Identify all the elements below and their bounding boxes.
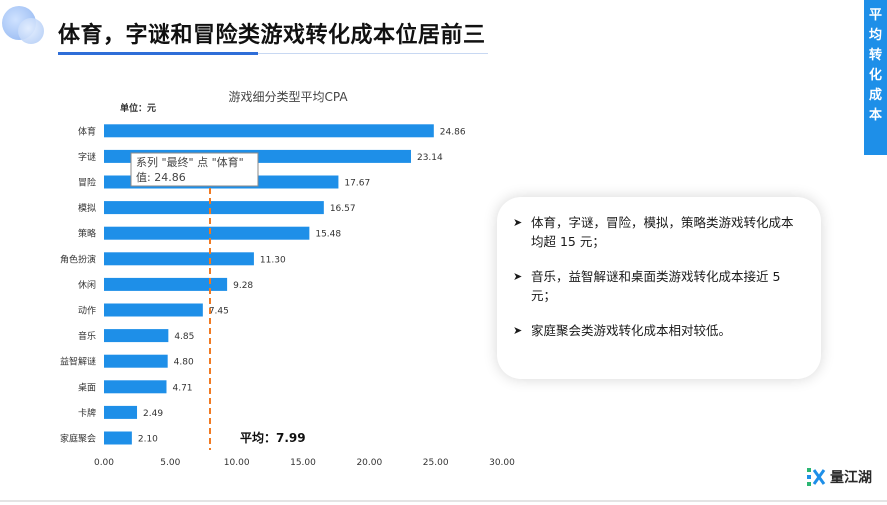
bar <box>104 380 167 394</box>
bar <box>104 252 254 266</box>
value-label: 16.57 <box>330 204 356 214</box>
insights-list: ➤ 体育，字谜，冒险，模拟，策略类游戏转化成本均超 15 元； ➤ 音乐，益智解谜和… <box>497 197 821 340</box>
arrow-bullet-icon: ➤ <box>513 324 523 337</box>
bar <box>104 354 168 368</box>
x-tick-label: 20.00 <box>356 458 382 468</box>
insight-text: 家庭聚会类游戏转化成本相对较低。 <box>531 323 732 338</box>
ribbon-char: 平 <box>868 8 882 23</box>
decorative-bubbles <box>0 0 60 50</box>
value-label: 2.10 <box>138 435 158 445</box>
insight-item: ➤ 体育，字谜，冒险，模拟，策略类游戏转化成本均超 15 元； <box>513 213 797 251</box>
bubble-small <box>18 18 44 44</box>
category-label: 休闲 <box>78 279 96 291</box>
tooltip-line-1: 系列 "最终" 点 "体育" <box>136 155 244 169</box>
labels-layer: 体育 24.86 字谜 23.14 冒险 17.67 模拟 16.57 策略 15.48 角色扮演 1… <box>60 125 466 444</box>
title-underline-thin <box>258 53 488 54</box>
x-tick-label: 10.00 <box>224 458 250 468</box>
tooltip-line-2: 值: 24.86 <box>136 171 186 184</box>
insight-item: ➤ 音乐，益智解谜和桌面类游戏转化成本接近 5 元； <box>513 267 797 305</box>
x-tick-label: 15.00 <box>290 458 316 468</box>
bar <box>104 431 132 445</box>
unit-label: 单位：元 <box>120 102 156 114</box>
bar <box>104 329 169 343</box>
category-label: 音乐 <box>78 330 96 342</box>
category-label: 策略 <box>78 228 96 240</box>
value-label: 9.28 <box>233 281 253 291</box>
brand-logo: 量江湖 <box>806 465 872 489</box>
category-label: 模拟 <box>78 202 96 214</box>
x-tick-label: 5.00 <box>160 458 180 468</box>
bar <box>104 303 203 317</box>
bar <box>104 226 310 240</box>
side-ribbon <box>864 0 887 155</box>
category-label: 卡牌 <box>78 407 96 419</box>
ribbon-char: 本 <box>868 108 882 123</box>
value-label: 11.30 <box>260 255 286 265</box>
arrow-bullet-icon: ➤ <box>513 270 523 283</box>
bar <box>104 277 228 291</box>
value-label: 4.85 <box>174 332 194 342</box>
value-label: 24.86 <box>440 127 466 137</box>
category-label: 家庭聚会 <box>60 433 96 445</box>
value-label: 17.67 <box>344 179 370 189</box>
ribbon-char: 转 <box>868 48 882 63</box>
cpa-bar-chart: 游戏细分类型平均CPA 单位：元 体育 24.86 字谜 23.14 冒险 17.67 模拟… <box>60 90 515 468</box>
ribbon-char: 化 <box>868 68 882 83</box>
footer-divider <box>0 500 887 502</box>
average-label: 平均：7.99 <box>240 430 306 445</box>
arrow-bullet-icon: ➤ <box>513 216 523 229</box>
x-tick-label: 30.00 <box>489 458 515 468</box>
category-label: 体育 <box>78 125 96 137</box>
brand-mark-icon <box>807 468 826 486</box>
category-label: 桌面 <box>78 381 96 393</box>
insights-callout: ➤ 体育，字谜，冒险，模拟，策略类游戏转化成本均超 15 元； ➤ 音乐，益智解谜和… <box>497 197 821 379</box>
bar <box>104 124 434 138</box>
value-label: 23.14 <box>417 153 443 163</box>
value-label: 4.80 <box>174 358 194 368</box>
value-label: 7.45 <box>209 307 229 317</box>
tooltip-box <box>130 152 259 187</box>
category-label: 字谜 <box>78 151 96 163</box>
insight-text: 体育，字谜，冒险，模拟，策略类游戏转化成本均超 15 元； <box>531 215 794 249</box>
x-tick-label: 0.00 <box>94 458 114 468</box>
insight-text: 音乐，益智解谜和桌面类游戏转化成本接近 5 元； <box>531 269 781 303</box>
title-underline <box>58 52 258 55</box>
category-label: 益智解谜 <box>60 356 96 368</box>
value-label: 2.49 <box>143 409 163 419</box>
ribbon-char: 成 <box>868 88 882 103</box>
chart-title: 游戏细分类型平均CPA <box>228 90 348 104</box>
side-ribbon-label: 平 均 转 化 成 本 <box>864 6 887 126</box>
category-label: 冒险 <box>78 177 96 189</box>
bar <box>104 405 138 419</box>
brand-name: 量江湖 <box>830 470 872 486</box>
page-title: 体育，字谜和冒险类游戏转化成本位居前三 <box>58 23 486 48</box>
ribbon-char: 均 <box>868 28 882 43</box>
bar <box>104 201 324 215</box>
bars-layer <box>104 124 434 445</box>
value-label: 4.71 <box>172 383 192 393</box>
x-tick-label: 25.00 <box>423 458 449 468</box>
insight-item: ➤ 家庭聚会类游戏转化成本相对较低。 <box>513 321 797 340</box>
x-axis: 0.00 5.00 10.00 15.00 20.00 25.00 30.00 <box>94 458 515 468</box>
category-label: 动作 <box>78 305 96 317</box>
data-tooltip: 系列 "最终" 点 "体育" 值: 24.86 <box>130 152 259 187</box>
category-label: 角色扮演 <box>60 253 96 265</box>
value-label: 15.48 <box>315 230 341 240</box>
